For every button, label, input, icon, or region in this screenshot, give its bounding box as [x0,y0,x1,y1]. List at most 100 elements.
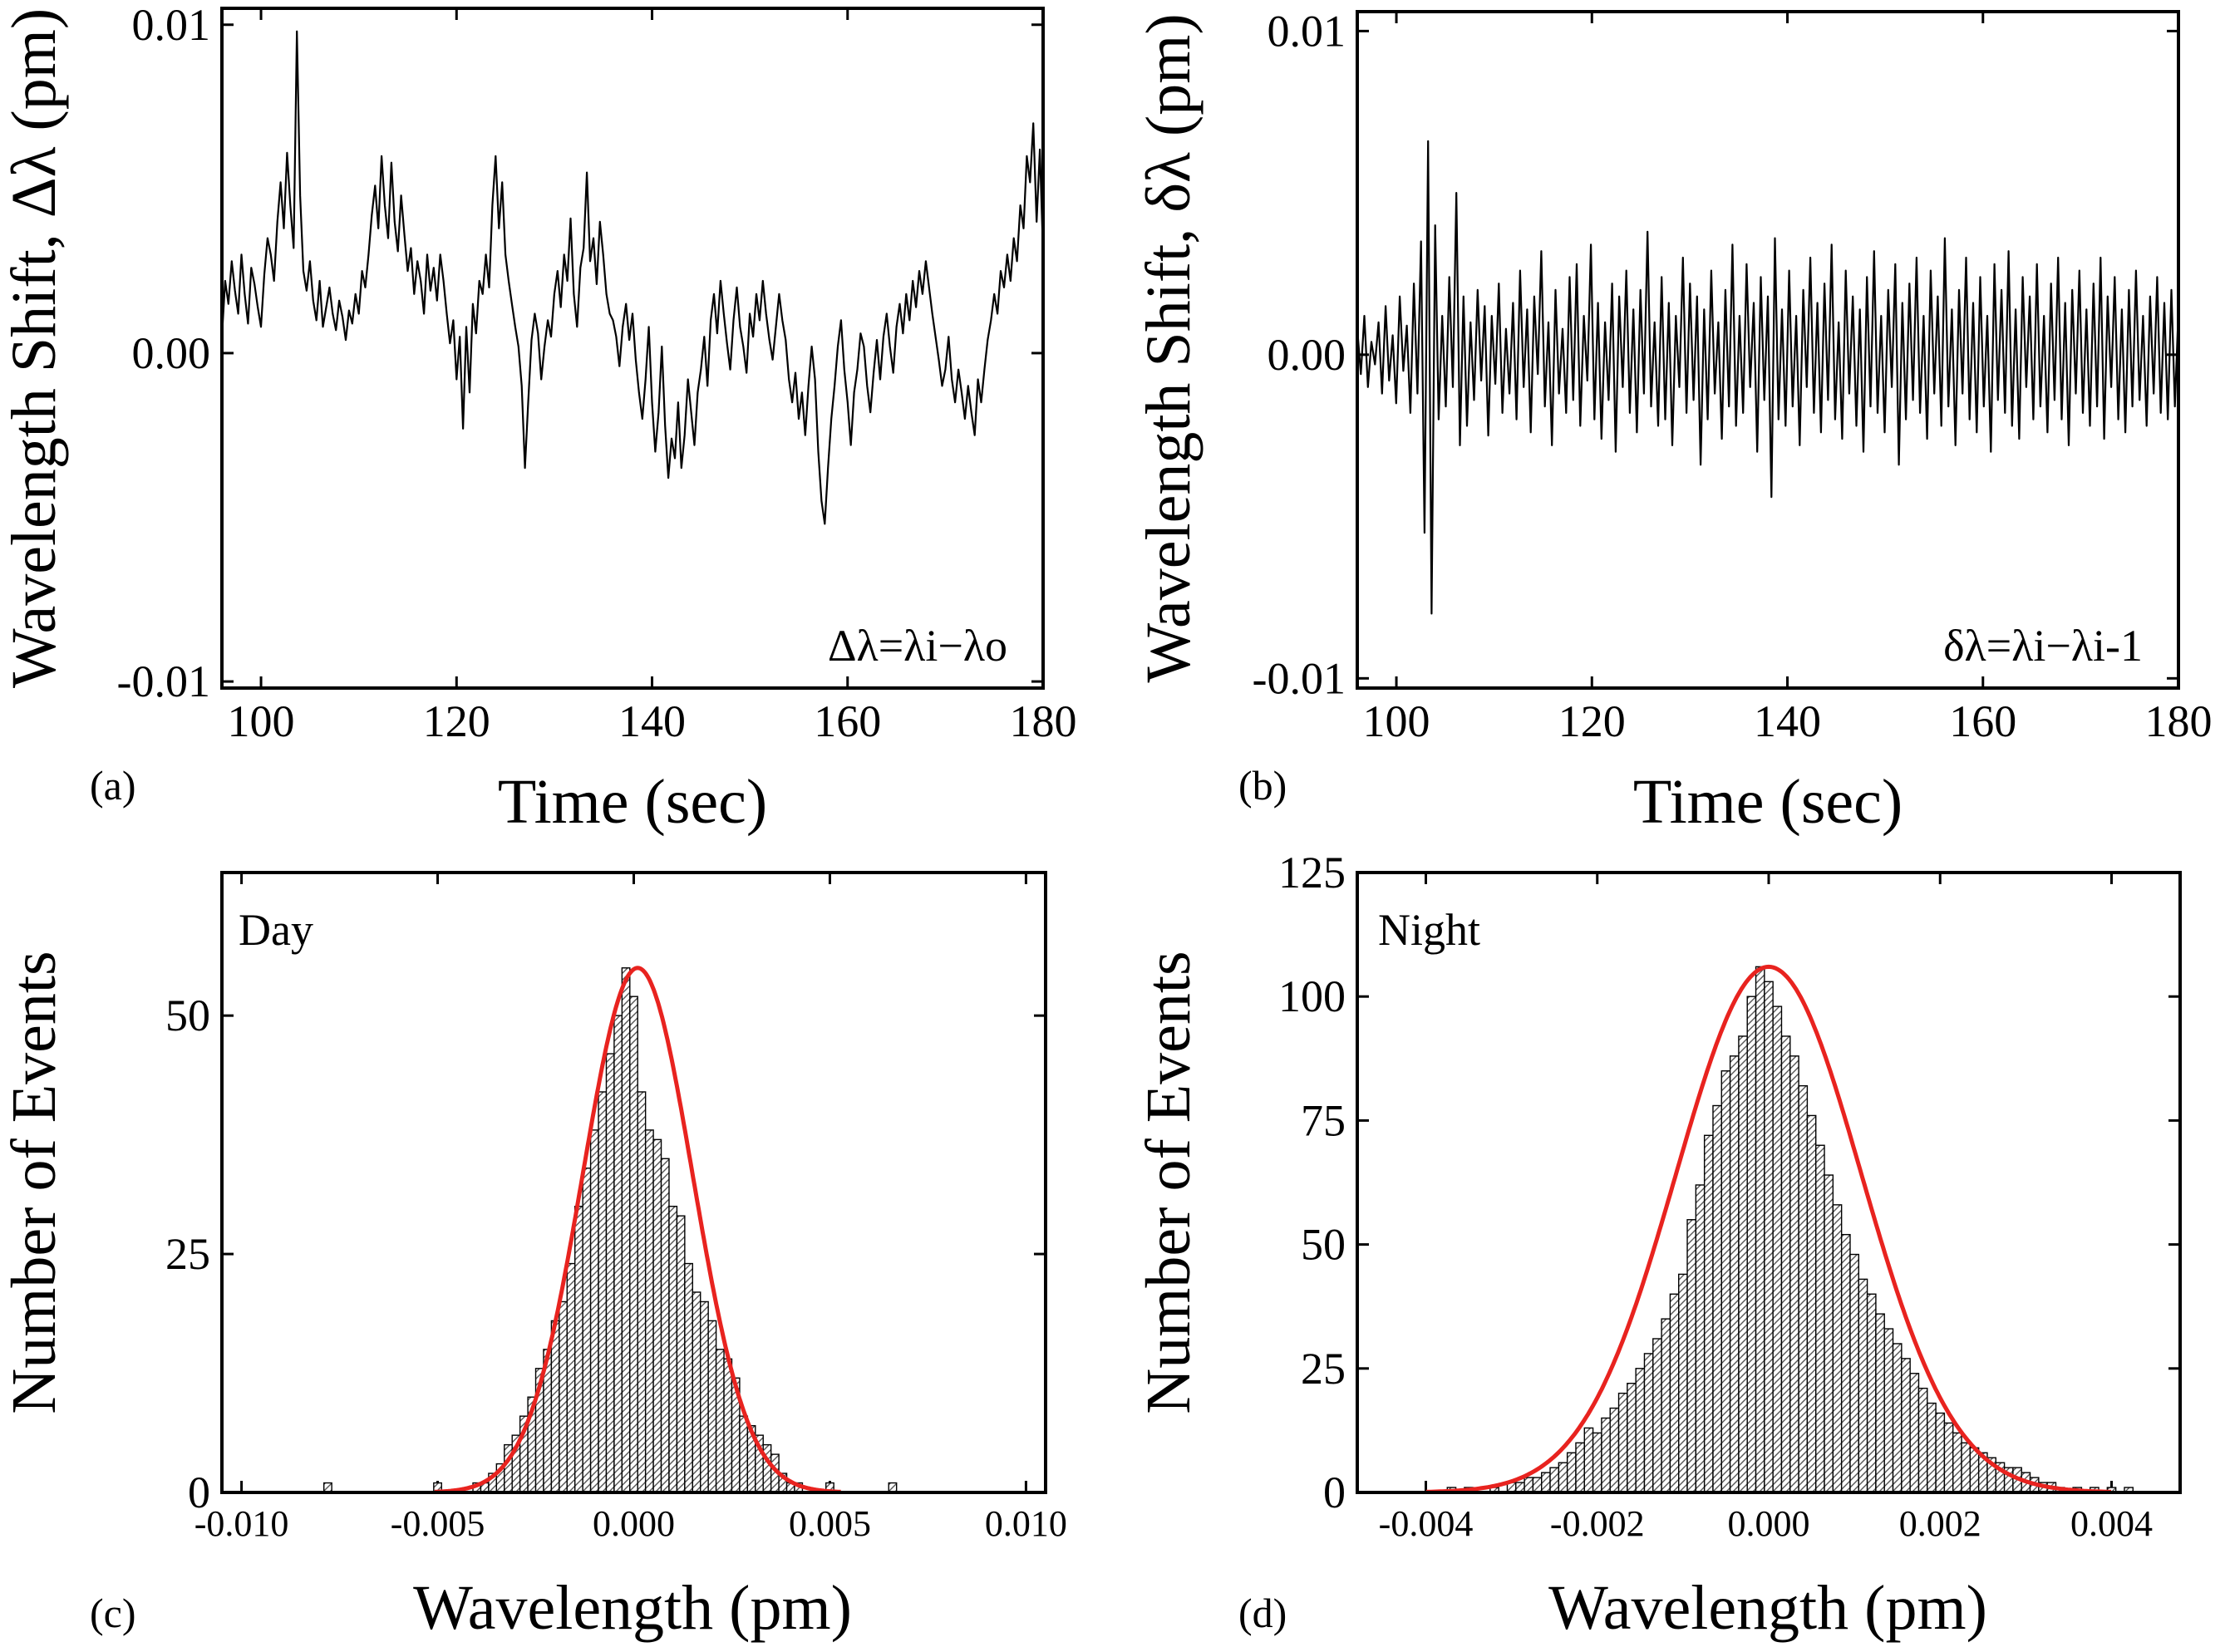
histogram-bar [1635,1368,1646,1493]
series-line [220,30,1045,525]
histogram-bar [1927,1402,1937,1493]
x-tick-label: 0.005 [789,1503,871,1544]
histogram-bar [676,1215,686,1493]
panel-a: 100 120 140 160 180 -0.01 0.00 0.01 Wavelength … [0,0,1077,837]
x-tick-label: 180 [1010,696,1077,746]
histogram-bar [1592,1432,1602,1493]
histogram-bar [739,1415,749,1493]
histogram-bar [1686,1219,1697,1493]
histogram-bar [1969,1447,1980,1493]
histogram-bar [1764,981,1774,1493]
histogram-bar [1532,1477,1543,1493]
histogram-bar [1909,1373,1920,1493]
x-tick-label: 0.000 [593,1503,675,1544]
series-line [1356,140,2180,615]
histogram-bar [574,1205,583,1493]
histogram-bar [684,1262,693,1493]
histogram-bar [1866,1293,1877,1493]
histogram-bar [566,1262,576,1493]
y-tick-label: 0.00 [1268,330,1346,380]
y-tick-label: 125 [1278,848,1346,897]
panel-a-annotation: Δλ=λi−λo [828,621,1007,671]
x-tick-label: 160 [814,696,881,746]
histogram-bar [1549,1467,1560,1493]
y-tick-label: 100 [1278,971,1346,1021]
panel-b-annotation: δλ=λi−λi-1 [1943,621,2143,671]
histogram-bar [660,1158,670,1493]
histogram-bar [1755,966,1765,1493]
histogram-bar [668,1205,678,1493]
histogram-bar [1661,1318,1671,1493]
x-tick-label: 100 [1363,696,1430,746]
x-tick-label: 120 [1558,696,1626,746]
x-tick-label: 140 [618,696,686,746]
histogram-bar [559,1300,568,1493]
histogram-bar [715,1349,725,1493]
histogram-bar [1583,1427,1594,1493]
histogram-bar [723,1358,733,1493]
histogram-bar [1617,1392,1628,1493]
y-tick-label: 0.01 [1268,6,1346,56]
y-tick-label: 0.01 [132,0,211,50]
y-tick-label: 0 [188,1468,210,1517]
histogram-bar [1575,1442,1585,1493]
histogram-bar [762,1443,772,1493]
histogram-bar [1729,1055,1740,1493]
panel-b-plot: 100 120 140 160 180 -0.01 0.00 0.01 [1253,6,2213,746]
panel-a-ylabel: Wavelength Shift, Δλ (pm) [0,8,69,688]
x-tick-label: -0.005 [391,1503,485,1544]
histogram-bar [1695,1184,1706,1493]
panel-b: 100 120 140 160 180 -0.01 0.00 0.01 Wavelength … [1134,6,2213,837]
y-tick-label: -0.01 [1253,653,1346,703]
histogram-bar [1824,1174,1834,1493]
histogram-bar [1883,1328,1894,1493]
histogram-bar [692,1291,701,1493]
x-tick-label: -0.002 [1550,1503,1645,1544]
histogram-bar [1524,1477,1534,1493]
histogram-bar [1566,1452,1577,1493]
histogram-bar [1840,1233,1851,1493]
histogram-bar [700,1300,709,1493]
histogram-bar [629,996,638,1493]
y-tick-label: 75 [1301,1095,1346,1145]
panel-a-plot: 100 120 140 160 180 -0.01 0.00 0.01 [117,0,1077,746]
histogram-bar [1712,1104,1722,1493]
histogram-bar [1961,1442,1971,1493]
histogram-bar [707,1320,717,1493]
histogram-bar [1541,1472,1551,1493]
x-tick-label: 100 [228,696,295,746]
histogram-bar [1832,1204,1843,1493]
x-tick-label: 120 [423,696,490,746]
histogram-bar [1858,1278,1868,1493]
histogram-bar [1780,1035,1791,1493]
panel-b-label: (b) [1238,762,1287,809]
panel-c-plot: -0.010 -0.005 0.000 0.005 0.010 0 25 50 [165,873,1067,1544]
panel-b-ylabel: Wavelength Shift, δλ (pm) [1134,13,1204,682]
panel-c-ylabel: Number of Events [0,951,69,1414]
x-tick-label: 0.004 [2070,1503,2153,1544]
panel-a-frame [220,7,1045,690]
histogram-bar [1815,1144,1825,1493]
x-tick-label: 0.010 [985,1503,1067,1544]
panel-a-xlabel: Time (sec) [498,767,767,837]
histogram-bar [1798,1084,1809,1493]
panel-d-frame [1356,871,2182,1494]
histogram-bar [1601,1417,1611,1493]
panel-d-ylabel: Number of Events [1134,951,1204,1414]
histogram-bar [605,1053,615,1493]
y-tick-label: 25 [165,1229,210,1279]
histogram-bar [598,1091,608,1493]
histogram-bar [1772,1005,1783,1493]
histogram-bar [550,1320,560,1493]
panel-d-xlabel: Wavelength (pm) [1548,1573,1987,1643]
histogram-bar [1609,1407,1620,1493]
x-tick-label: 160 [1949,696,2016,746]
histogram-bar [1943,1422,1954,1493]
panel-b-xlabel: Time (sec) [1633,767,1903,837]
histogram-bar [644,1129,654,1493]
histogram-bar [1746,996,1757,1493]
histogram-bar [1643,1353,1654,1493]
x-tick-label: 180 [2145,696,2213,746]
panel-d-inset-label: Night [1378,905,1480,955]
